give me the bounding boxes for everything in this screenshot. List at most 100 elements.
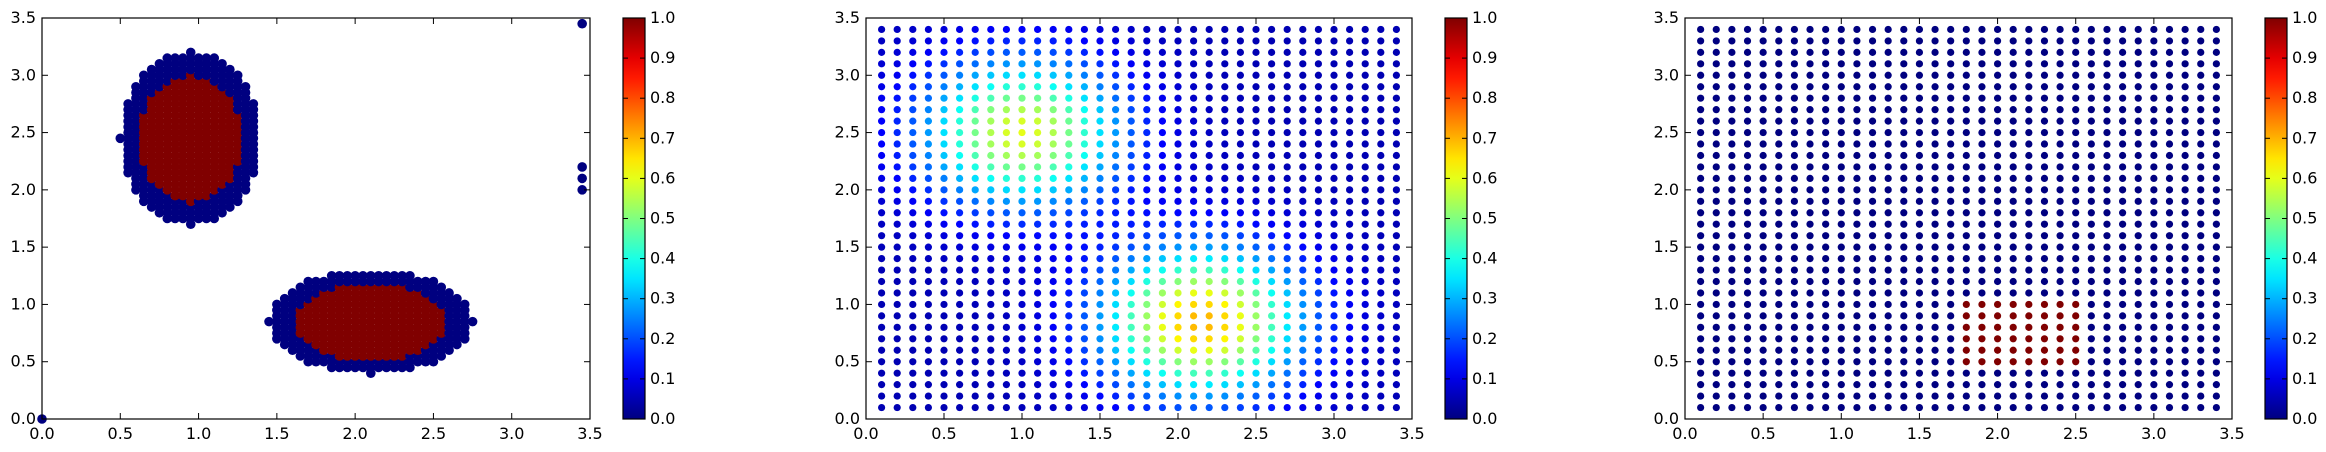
scatter-point — [1362, 118, 1369, 125]
scatter-point — [2088, 152, 2095, 159]
scatter-point — [1050, 347, 1057, 354]
scatter-point — [1393, 312, 1400, 319]
scatter-point — [1760, 186, 1767, 193]
scatter-point — [1159, 163, 1166, 170]
scatter-point — [1963, 335, 1970, 342]
scatter-point — [1346, 255, 1353, 262]
scatter-point — [1822, 186, 1829, 193]
scatter-point — [1096, 60, 1103, 67]
scatter-point — [1190, 324, 1197, 331]
scatter-point — [2182, 335, 2189, 342]
scatter-point — [2182, 381, 2189, 388]
scatter-point — [1791, 118, 1798, 125]
scatter-point — [1330, 370, 1337, 377]
scatter-point — [909, 26, 916, 33]
scatter-point — [1744, 289, 1751, 296]
colorbar-tick-label: 0.8 — [650, 88, 675, 107]
scatter-point — [1268, 37, 1275, 44]
colorbar-tick-label: 0.2 — [2292, 329, 2317, 348]
scatter-point — [909, 118, 916, 125]
scatter-point — [2025, 118, 2032, 125]
scatter-point — [1252, 152, 1259, 159]
scatter-point — [1018, 26, 1025, 33]
scatter-point — [894, 175, 901, 182]
scatter-point — [1806, 72, 1813, 79]
scatter-point — [1315, 186, 1322, 193]
scatter-point — [1003, 175, 1010, 182]
scatter-point — [1206, 244, 1213, 251]
scatter-point — [1190, 209, 1197, 216]
scatter-point — [1916, 347, 1923, 354]
scatter-point — [1143, 255, 1150, 262]
scatter-point — [1346, 358, 1353, 365]
scatter-point — [2182, 60, 2189, 67]
scatter-point — [1050, 358, 1057, 365]
scatter-point — [1284, 209, 1291, 216]
scatter-point — [940, 301, 947, 308]
scatter-point — [2010, 221, 2017, 228]
scatter-point — [2182, 49, 2189, 56]
scatter-point — [1050, 324, 1057, 331]
scatter-point — [1838, 37, 1845, 44]
scatter-point — [1775, 163, 1782, 170]
scatter-point — [1728, 392, 1735, 399]
scatter-point — [2088, 49, 2095, 56]
scatter-point — [1963, 49, 1970, 56]
scatter-point — [1377, 381, 1384, 388]
scatter-point — [2041, 278, 2048, 285]
scatter-point — [2135, 221, 2142, 228]
scatter-point — [2119, 255, 2126, 262]
scatter-point — [1174, 26, 1181, 33]
scatter-point — [1822, 106, 1829, 113]
scatter-point — [2025, 335, 2032, 342]
scatter-point — [1713, 83, 1720, 90]
scatter-point — [1174, 129, 1181, 136]
scatter-point — [2119, 301, 2126, 308]
scatter-point — [940, 129, 947, 136]
scatter-point — [1869, 289, 1876, 296]
scatter-point — [1822, 163, 1829, 170]
scatter-point — [1034, 60, 1041, 67]
scatter-point — [1112, 370, 1119, 377]
scatter-point — [894, 232, 901, 239]
scatter-point — [1190, 26, 1197, 33]
scatter-point — [1853, 95, 1860, 102]
scatter-point — [2213, 129, 2220, 136]
scatter-point — [1728, 289, 1735, 296]
scatter-point — [1003, 347, 1010, 354]
scatter-point — [987, 244, 994, 251]
x-tick-label: 1.5 — [1087, 424, 1112, 443]
scatter-point — [1362, 278, 1369, 285]
scatter-point — [2213, 209, 2220, 216]
scatter-point — [1869, 232, 1876, 239]
scatter-point — [1190, 95, 1197, 102]
scatter-point — [1963, 198, 1970, 205]
scatter-point — [1822, 381, 1829, 388]
scatter-point — [2041, 289, 2048, 296]
scatter-point — [2025, 232, 2032, 239]
scatter-point — [1143, 232, 1150, 239]
scatter-point — [1065, 312, 1072, 319]
scatter-point — [1034, 301, 1041, 308]
scatter-point — [1713, 175, 1720, 182]
scatter-point — [1206, 129, 1213, 136]
scatter-point — [2135, 60, 2142, 67]
scatter-point — [2010, 26, 2017, 33]
colorbar: 0.00.10.20.30.40.50.60.70.80.91.0 — [623, 8, 675, 428]
scatter-point — [2197, 278, 2204, 285]
scatter-point — [2135, 186, 2142, 193]
scatter-point — [1112, 83, 1119, 90]
scatter-point — [1096, 255, 1103, 262]
colorbar-tick-label: 0.1 — [1472, 369, 1497, 388]
scatter-point — [2103, 358, 2110, 365]
scatter-point — [1299, 370, 1306, 377]
scatter-point — [1760, 60, 1767, 67]
scatter-point — [2041, 347, 2048, 354]
scatter-point — [1034, 26, 1041, 33]
scatter-point — [1018, 49, 1025, 56]
scatter-point — [1885, 244, 1892, 251]
scatter-point — [1221, 49, 1228, 56]
scatter-point — [1065, 289, 1072, 296]
scatter-point — [1947, 278, 1954, 285]
scatter-point — [1112, 163, 1119, 170]
